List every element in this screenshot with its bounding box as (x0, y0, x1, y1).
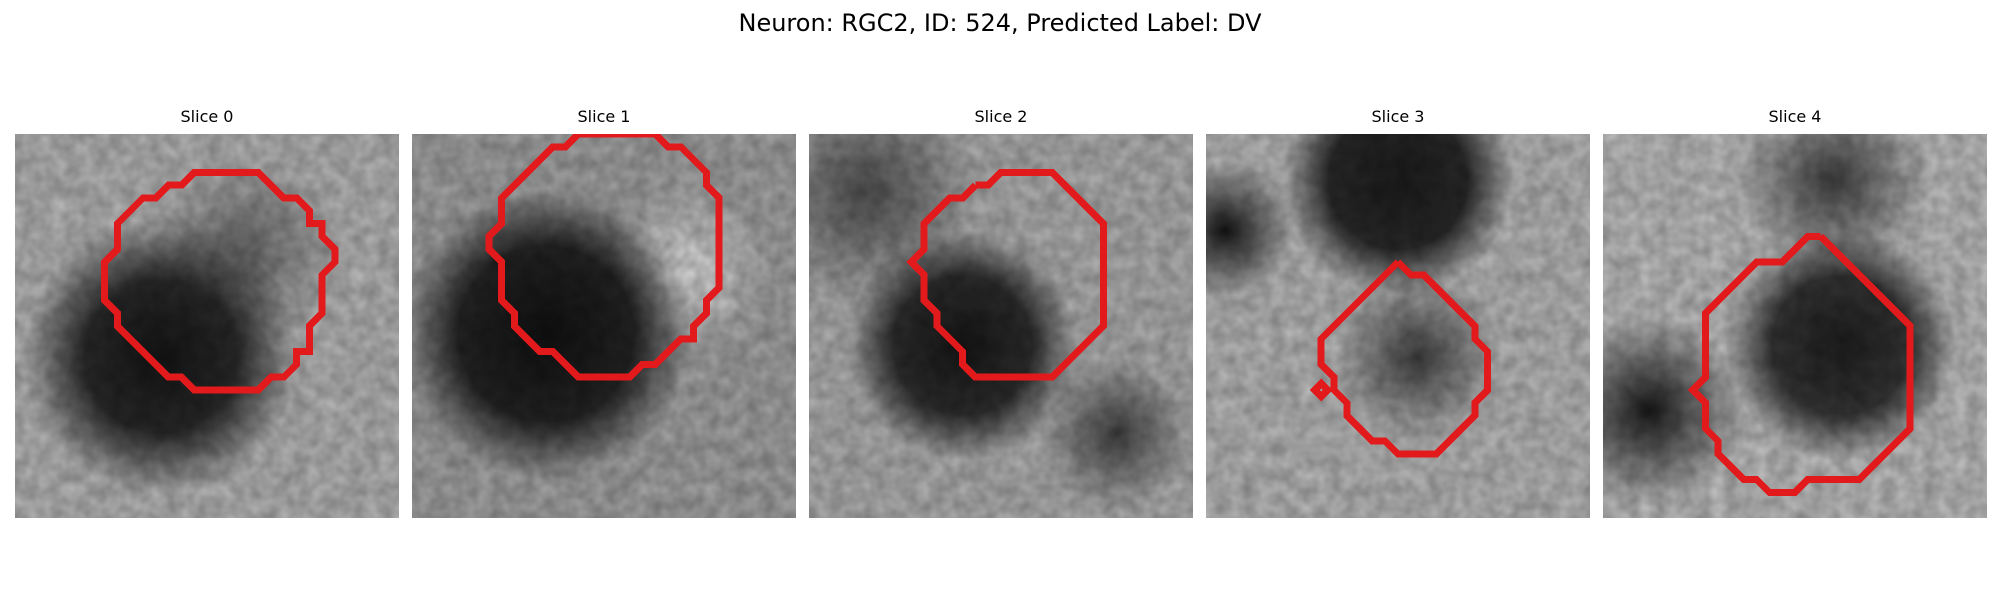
slice-title-2: Slice 2 (974, 107, 1028, 126)
slice-image-1 (412, 134, 796, 518)
cell-contour-3-fragment (1309, 378, 1333, 402)
slice-title-1: Slice 1 (577, 107, 631, 126)
figure-title: Neuron: RGC2, ID: 524, Predicted Label: … (738, 9, 1262, 37)
slice-title-3: Slice 3 (1371, 107, 1425, 126)
slice-image-3 (1206, 134, 1590, 518)
slice-panel-1: Slice 1 (412, 106, 796, 518)
slice-image-2 (809, 134, 1193, 518)
slice-panel-0: Slice 0 (15, 106, 399, 518)
cell-contour-4 (1687, 232, 1914, 496)
cell-contour-1 (485, 134, 723, 381)
cell-contour-0 (101, 168, 339, 394)
slice-title-0: Slice 0 (180, 107, 234, 126)
slice-image-0 (15, 134, 399, 518)
slice-panel-4: Slice 4 (1603, 106, 1987, 518)
slice-panel-3: Slice 3 (1206, 106, 1590, 518)
slice-image-4 (1603, 134, 1987, 518)
slice-title-4: Slice 4 (1768, 107, 1822, 126)
cell-contour-2 (906, 168, 1107, 381)
cell-contour-3 (1317, 259, 1492, 458)
slice-panel-2: Slice 2 (809, 106, 1193, 518)
